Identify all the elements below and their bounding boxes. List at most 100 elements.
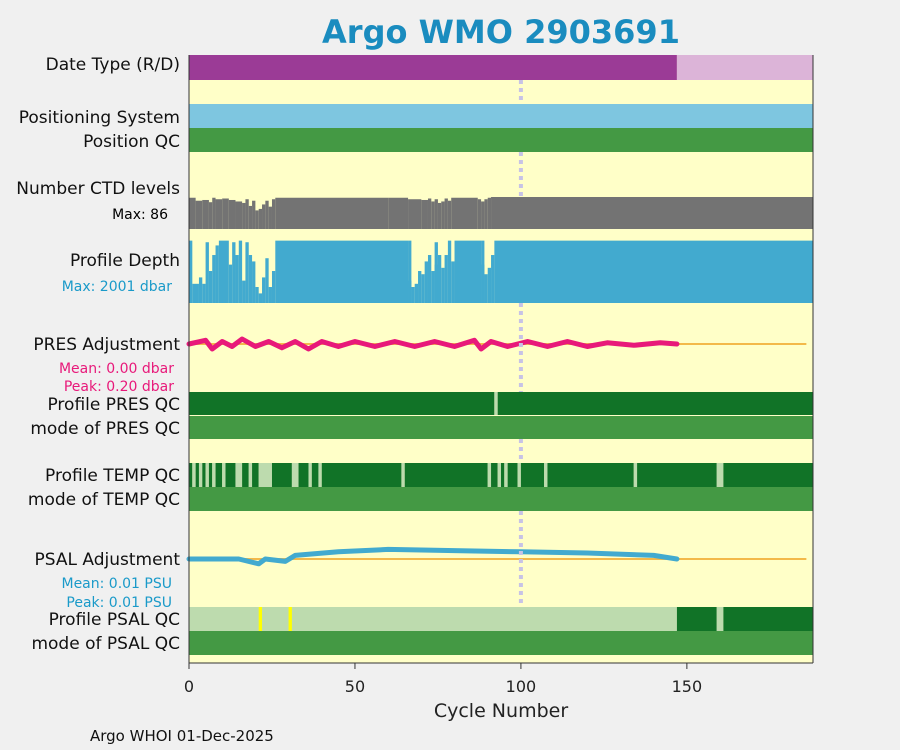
profile-depth-bar bbox=[408, 240, 412, 303]
profile-temp-qc-segment bbox=[487, 463, 492, 487]
profile-temp-qc-segment bbox=[271, 463, 292, 487]
ctd-levels-bar bbox=[268, 206, 272, 229]
label-mode-psal-qc: mode of PSAL QC bbox=[31, 634, 180, 654]
ctd-levels-bar bbox=[208, 202, 213, 229]
ctd-levels-bar bbox=[447, 200, 452, 229]
ctd-levels-bar bbox=[271, 199, 276, 229]
profile-depth-bar bbox=[228, 264, 233, 303]
profile-temp-qc-segment bbox=[637, 463, 717, 487]
profile-temp-qc-segment bbox=[222, 463, 226, 487]
label-date-type: Date Type (R/D) bbox=[46, 55, 180, 75]
label-mode-temp-qc: mode of TEMP QC bbox=[28, 490, 180, 510]
label-profile-depth-max: Max: 2001 dbar bbox=[62, 279, 173, 295]
profile-temp-qc-segment bbox=[308, 463, 312, 487]
profile-temp-qc-segment bbox=[202, 463, 206, 487]
ctd-levels-bar bbox=[242, 202, 246, 229]
profile-psal-qc-segment bbox=[676, 607, 717, 631]
profile-depth-bar bbox=[192, 283, 199, 303]
label-psal-peak: Peak: 0.01 PSU bbox=[66, 595, 172, 611]
profile-depth-bar bbox=[208, 271, 213, 303]
pres-adjustment-line bbox=[186, 336, 680, 352]
ctd-levels-bar bbox=[481, 201, 485, 229]
chart-title: Argo WMO 2903691 bbox=[322, 13, 680, 51]
profile-pres-qc-segment bbox=[494, 392, 498, 415]
label-pres-peak: Peak: 0.20 dbar bbox=[64, 379, 174, 395]
profile-temp-qc-segment bbox=[212, 463, 216, 487]
profile-temp-qc-segment bbox=[547, 463, 634, 487]
ctd-levels-bar bbox=[437, 202, 442, 229]
ctd-levels-bar bbox=[388, 197, 409, 229]
profile-depth-bar bbox=[215, 245, 219, 303]
profile-temp-qc-segment bbox=[235, 463, 243, 487]
plot-panels bbox=[189, 55, 813, 663]
profile-depth-bar bbox=[232, 242, 236, 303]
profile-depth-bar bbox=[248, 255, 253, 303]
ctd-levels-bar bbox=[444, 198, 448, 229]
profile-temp-qc-segment bbox=[215, 463, 223, 487]
profile-temp-qc-segment bbox=[205, 463, 209, 487]
x-tick-label: 100 bbox=[506, 677, 537, 696]
ctd-levels-bar bbox=[255, 210, 259, 229]
profile-psal-qc-segment bbox=[189, 607, 677, 631]
label-n-ctd-max: Max: 86 bbox=[112, 207, 168, 223]
x-tick-label: 50 bbox=[345, 677, 365, 696]
positioning-system-band bbox=[189, 104, 813, 128]
profile-temp-qc-segment bbox=[497, 463, 501, 487]
ctd-levels-bar bbox=[451, 197, 478, 229]
profile-temp-qc-segment bbox=[311, 463, 319, 487]
profile-depth-bar bbox=[238, 240, 243, 303]
profile-temp-qc-segment bbox=[298, 463, 309, 487]
profile-temp-qc-segment bbox=[507, 463, 518, 487]
profile-temp-qc-segment bbox=[404, 463, 488, 487]
profile-depth-bar bbox=[487, 267, 492, 303]
profile-depth-bar bbox=[414, 283, 419, 303]
profile-temp-qc-segment bbox=[504, 463, 508, 487]
label-psal-adjustment: PSAL Adjustment bbox=[35, 550, 181, 570]
ctd-levels-bar bbox=[262, 204, 266, 229]
ctd-levels-bar bbox=[477, 199, 482, 229]
profile-temp-qc-segment bbox=[252, 463, 259, 487]
profile-depth-bar bbox=[189, 240, 193, 303]
profile-temp-qc-segment bbox=[195, 463, 199, 487]
profile-depth-bar bbox=[427, 255, 432, 303]
label-mode-pres-qc: mode of PRES QC bbox=[30, 419, 180, 439]
mode-psal-qc-band bbox=[189, 631, 813, 655]
chart-marks bbox=[186, 55, 813, 655]
profile-depth-bar bbox=[494, 240, 813, 303]
profile-temp-qc-segment bbox=[198, 463, 203, 487]
profile-temp-qc-segment bbox=[716, 463, 724, 487]
profile-depth-bar bbox=[212, 255, 216, 303]
profile-depth-bar bbox=[451, 261, 455, 303]
profile-temp-qc-segment bbox=[401, 463, 405, 487]
profile-depth-bar bbox=[218, 240, 229, 303]
profile-temp-qc-segment bbox=[318, 463, 322, 487]
profile-temp-qc-segment bbox=[291, 463, 299, 487]
ctd-levels-bar bbox=[491, 197, 813, 229]
profile-depth-bar bbox=[252, 261, 256, 303]
profile-temp-qc-segment bbox=[258, 463, 272, 487]
ctd-levels-bar bbox=[431, 201, 435, 229]
profile-depth-bar bbox=[408, 280, 412, 303]
profile-temp-qc-segment bbox=[189, 463, 193, 487]
ctd-levels-bar bbox=[408, 199, 422, 229]
profile-depth-bar bbox=[411, 287, 415, 303]
profile-depth-bar bbox=[444, 255, 448, 303]
label-profile-psal-qc: Profile PSAL QC bbox=[49, 610, 180, 630]
ctd-levels-bar bbox=[228, 199, 236, 229]
profile-temp-qc-segment bbox=[501, 463, 505, 487]
profile-depth-bar bbox=[268, 287, 272, 303]
x-tick-label: 150 bbox=[672, 677, 703, 696]
label-profile-pres-qc: Profile PRES QC bbox=[47, 395, 180, 415]
profile-depth-bar bbox=[424, 261, 428, 303]
ctd-levels-bar bbox=[265, 200, 269, 229]
ctd-levels-bar bbox=[189, 197, 196, 229]
x-tick-label: 0 bbox=[184, 677, 194, 696]
label-positioning-system: Positioning System bbox=[19, 108, 180, 128]
x-axis-label: Cycle Number bbox=[434, 700, 568, 722]
position-qc-band bbox=[189, 128, 813, 152]
ctd-levels-bar bbox=[275, 197, 389, 229]
ctd-levels-bar bbox=[248, 205, 253, 229]
profile-depth-bar bbox=[202, 283, 206, 303]
profile-depth-bar bbox=[418, 271, 422, 303]
